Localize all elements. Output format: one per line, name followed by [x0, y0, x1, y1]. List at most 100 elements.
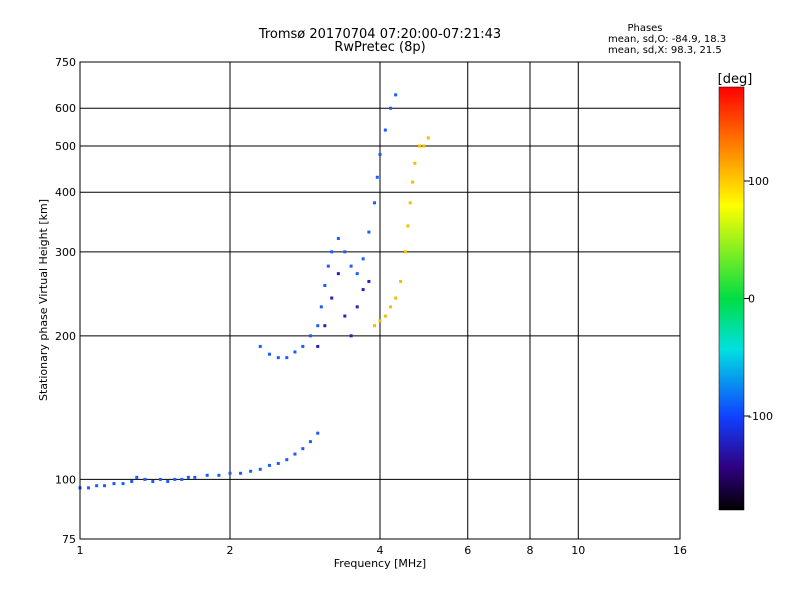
x-tick-label: 8 [527, 544, 534, 557]
phase-stats-x-mode: mean, sd,X: 98.3, 21.5 [608, 45, 722, 56]
x-tick-label: 1 [77, 544, 84, 557]
colorbar [718, 86, 745, 511]
x-tick-label: 16 [673, 544, 687, 557]
data-point [151, 479, 155, 483]
data-point [316, 344, 320, 348]
y-tick-label: 75 [62, 533, 76, 546]
data-point [121, 482, 125, 486]
data-point [355, 272, 359, 276]
data-point [180, 477, 184, 481]
data-point [383, 314, 387, 318]
tick-layer: 1 2 4 6 8 10 16 75 100 200 300 400 500 600 750 [55, 56, 687, 557]
data-point [258, 344, 262, 348]
data-point [375, 175, 379, 179]
data-point [319, 305, 323, 309]
colorbar-ticks: 100 0 -100 [744, 175, 773, 423]
data-point [308, 440, 312, 444]
data-point [399, 279, 403, 283]
data-point [143, 477, 147, 481]
colorbar-tick-label: -100 [748, 410, 773, 423]
data-point [406, 224, 410, 228]
data-point [330, 296, 334, 300]
y-tick-label: 300 [55, 246, 76, 259]
x-tick-label: 4 [377, 544, 384, 557]
data-point [166, 479, 170, 483]
data-point [130, 479, 134, 483]
data-point [343, 314, 347, 318]
data-points-layer [78, 93, 430, 490]
colorbar-tick-label: 0 [748, 293, 755, 306]
data-point [323, 324, 327, 328]
data-point [343, 250, 347, 254]
data-point [301, 447, 305, 451]
data-point [417, 144, 421, 148]
data-point [258, 467, 262, 471]
data-point [217, 473, 221, 477]
phase-stats-o-mode: mean, sd,O: -84.9, 18.3 [608, 34, 727, 45]
x-tick-label: 2 [227, 544, 234, 557]
x-tick-label: 6 [464, 544, 471, 557]
data-point [367, 230, 371, 234]
data-point [205, 473, 209, 477]
data-point [316, 431, 320, 435]
colorbar-label: [deg] [718, 72, 753, 87]
data-point [186, 475, 190, 479]
data-point [193, 475, 197, 479]
phase-stats-heading: Phases [627, 23, 663, 34]
grid-layer [80, 62, 680, 539]
data-point [422, 144, 426, 148]
data-point [103, 484, 107, 488]
data-point [276, 356, 280, 360]
data-point [135, 475, 139, 479]
data-point [361, 257, 365, 261]
data-point [411, 180, 415, 184]
x-axis-label: Frequency [MHz] [334, 557, 426, 570]
data-point [323, 283, 327, 287]
y-axis-label: Stationary phase Virtual Height [km] [37, 199, 50, 401]
data-point [378, 319, 382, 323]
x-tick-label: 10 [571, 544, 585, 557]
data-point [267, 352, 271, 356]
data-point [301, 344, 305, 348]
data-point [267, 463, 271, 467]
data-point [378, 152, 382, 156]
data-point [276, 461, 280, 465]
data-point [394, 296, 398, 300]
data-point [426, 136, 430, 140]
y-tick-label: 400 [55, 186, 76, 199]
plot-frame [79, 61, 681, 540]
data-point [361, 288, 365, 292]
data-point [308, 334, 312, 338]
data-point [389, 305, 393, 309]
chart-title: Tromsø 20170704 07:20:00-07:21:43 [258, 27, 502, 42]
data-point [367, 279, 371, 283]
data-point [403, 250, 407, 254]
data-point [293, 452, 297, 456]
data-point [373, 324, 377, 328]
chart-subtitle: RwPretec (8p) [334, 40, 426, 55]
data-point [249, 469, 253, 473]
data-point [95, 484, 99, 488]
data-point [336, 272, 340, 276]
data-point [293, 350, 297, 354]
data-point [158, 477, 162, 481]
data-point [285, 458, 289, 462]
data-point [112, 482, 116, 486]
data-point [228, 471, 232, 475]
y-tick-label: 600 [55, 102, 76, 115]
data-point [389, 106, 393, 110]
data-point [239, 471, 243, 475]
y-tick-label: 500 [55, 140, 76, 153]
data-point [373, 201, 377, 205]
data-point [349, 264, 353, 268]
data-point [285, 356, 289, 360]
data-point [349, 334, 353, 338]
data-point [326, 264, 330, 268]
colorbar-tick-label: 100 [748, 175, 769, 188]
data-point [336, 236, 340, 240]
data-point [355, 305, 359, 309]
data-point [383, 128, 387, 132]
data-point [86, 486, 90, 490]
data-point [173, 477, 177, 481]
